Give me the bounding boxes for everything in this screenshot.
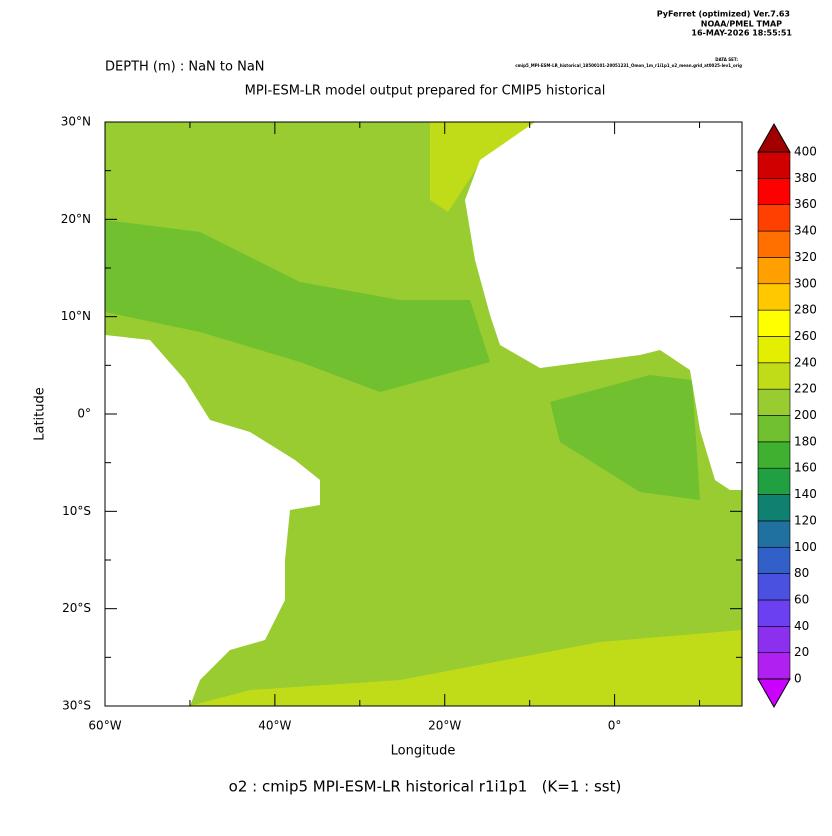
colorbar-label: 400 [794, 145, 817, 159]
colorbar-band [757, 599, 791, 627]
land [660, 350, 742, 490]
colorbar-band [757, 441, 791, 469]
colorbar-label: 360 [794, 197, 817, 211]
depth-label: DEPTH (m) : NaN to NaN [105, 60, 265, 75]
colorbar-band [757, 388, 791, 416]
colorbar-band [757, 415, 791, 443]
colorbar-band [757, 178, 791, 206]
colorbar-label: 200 [794, 408, 817, 422]
dataset: cmip5_MPI-ESM-LR_historical_18500101-200… [515, 63, 742, 68]
land [465, 122, 742, 368]
colorbar-label: 100 [794, 540, 817, 554]
colorbar-label: 160 [794, 461, 817, 475]
colorbar-band [757, 283, 791, 311]
organization: NOAA/PMEL TMAP [701, 20, 782, 29]
y-tick-label: 10°N [61, 309, 91, 323]
timestamp: 16-MAY-2026 18:55:51 [691, 29, 792, 38]
colorbar-band [757, 520, 791, 548]
colorbar-band [757, 309, 791, 337]
colorbar-band [757, 573, 791, 601]
field-region [550, 375, 700, 500]
colorbar-label: 260 [794, 329, 817, 343]
colorbar-band [757, 257, 791, 285]
colorbar-band [757, 362, 791, 390]
colorbar-label: 320 [794, 250, 817, 264]
colorbar-band [757, 625, 791, 653]
field-region [430, 122, 535, 212]
colorbar-band [757, 204, 791, 232]
colorbar-label: 60 [794, 592, 809, 606]
colorbar-label: 80 [794, 566, 809, 580]
colorbar-band [757, 467, 791, 495]
y-tick-label: 20°N [61, 212, 91, 226]
colorbar-label: 300 [794, 276, 817, 290]
colorbar-label: 180 [794, 434, 817, 448]
colorbar-label: 340 [794, 224, 817, 238]
colorbar-band [757, 336, 791, 364]
x-axis-label: Longitude [391, 744, 456, 759]
y-tick-label: 20°S [62, 601, 91, 615]
colorbar-under [757, 678, 791, 709]
chart-title: MPI-ESM-LR model output prepared for CMI… [245, 84, 606, 99]
y-tick-label: 10°S [62, 504, 91, 518]
colorbar-band [757, 546, 791, 574]
colorbar-label: 140 [794, 487, 817, 501]
dataset-label: DATA SET: [715, 57, 738, 62]
software: PyFerret (optimized) Ver.7.63 [657, 10, 790, 19]
colorbar-label: 220 [794, 382, 817, 396]
y-tick-label: 0° [77, 407, 91, 421]
x-tick-label: 40°W [258, 719, 291, 733]
y-tick-label: 30°S [62, 699, 91, 713]
colorbar-band [757, 494, 791, 522]
colorbar-label: 120 [794, 513, 817, 527]
colorbar-label: 0 [794, 672, 802, 686]
land [105, 335, 320, 706]
colorbar-label: 240 [794, 355, 817, 369]
y-tick-label: 30°N [61, 115, 91, 129]
x-tick-label: 20°W [428, 719, 461, 733]
colorbar-label: 20 [794, 645, 809, 659]
field-region [105, 220, 490, 392]
x-tick-label: 60°W [88, 719, 121, 733]
footer: o2 : cmip5 MPI-ESM-LR historical r1i1p1 … [229, 778, 622, 796]
y-axis-label: Latitude [33, 387, 48, 441]
colorbar-label: 380 [794, 171, 817, 185]
colorbar-over [757, 122, 791, 153]
colorbar-band [757, 230, 791, 258]
field-region [190, 630, 742, 706]
colorbar-label: 40 [794, 619, 809, 633]
colorbar-label: 280 [794, 303, 817, 317]
x-tick-label: 0° [608, 719, 622, 733]
colorbar-band [757, 652, 791, 680]
colorbar-band [757, 151, 791, 179]
